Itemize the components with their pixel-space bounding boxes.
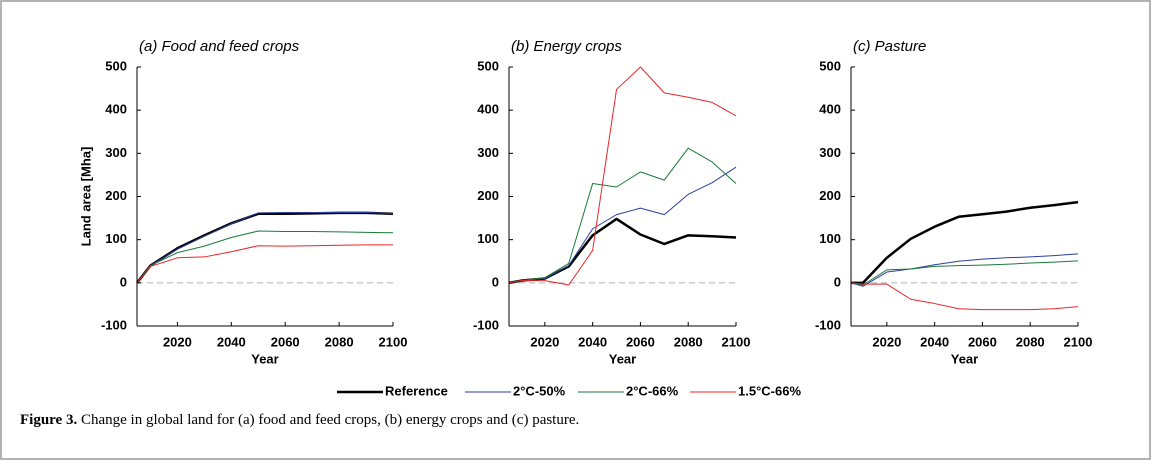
series-line <box>136 230 394 284</box>
y-tick-label: -100 <box>101 317 127 332</box>
y-tick-label: 0 <box>834 274 841 289</box>
y-tick-label: 300 <box>477 145 499 160</box>
x-tick-label: 2060 <box>626 334 655 349</box>
y-tick-label: 500 <box>105 58 127 73</box>
y-tick-label: 400 <box>477 102 499 117</box>
chart-title: (b) Energy crops <box>511 38 622 55</box>
x-tick-label: 2080 <box>674 334 703 349</box>
x-tick-label: 2020 <box>530 334 559 349</box>
x-tick-label: 2040 <box>578 334 607 349</box>
y-tick-label: 100 <box>105 231 127 246</box>
x-tick-label: 2100 <box>1064 334 1093 349</box>
y-tick-label: 0 <box>120 274 127 289</box>
y-tick-label: -100 <box>473 317 499 332</box>
x-tick-label: 2020 <box>872 334 901 349</box>
y-tick-label: 500 <box>819 58 841 73</box>
legend-label: 1.5°C-66% <box>738 383 801 398</box>
y-tick-label: 400 <box>819 102 841 117</box>
y-tick-label: 100 <box>819 231 841 246</box>
y-axis-label: Land area [Mha] <box>78 147 93 247</box>
y-tick-label: 100 <box>477 231 499 246</box>
x-tick-label: 2100 <box>379 334 408 349</box>
y-tick-label: 300 <box>105 145 127 160</box>
y-tick-label: 500 <box>477 58 499 73</box>
chart-title: (c) Pasture <box>853 38 926 55</box>
series-line <box>850 282 1079 311</box>
x-tick-label: 2060 <box>271 334 300 349</box>
y-tick-label: 400 <box>105 102 127 117</box>
series-line <box>850 260 1079 286</box>
x-tick-label: 2080 <box>1016 334 1045 349</box>
legend-label: 2°C-66% <box>626 383 679 398</box>
y-tick-label: -100 <box>815 317 841 332</box>
x-axis-label: Year <box>609 351 636 366</box>
x-tick-label: 2080 <box>325 334 354 349</box>
x-tick-label: 2020 <box>163 334 192 349</box>
series-line <box>136 244 393 284</box>
y-tick-label: 200 <box>477 188 499 203</box>
caption-text: Change in global land for (a) food and f… <box>81 412 579 428</box>
legend-label: Reference <box>385 383 448 398</box>
series-line <box>136 211 394 284</box>
y-tick-label: 200 <box>819 188 841 203</box>
series-line <box>136 211 394 284</box>
series-line <box>851 200 1079 285</box>
series-line <box>508 147 737 284</box>
x-axis-label: Year <box>951 351 978 366</box>
series-line <box>850 253 1079 287</box>
x-tick-label: 2040 <box>217 334 246 349</box>
y-tick-label: 200 <box>105 188 127 203</box>
series-line <box>508 166 737 284</box>
y-tick-label: 0 <box>492 274 499 289</box>
figure-border <box>0 0 1151 460</box>
caption-label: Figure 3. <box>20 412 77 428</box>
caption: Figure 3. Change in global land for (a) … <box>20 412 579 428</box>
series-line <box>508 66 737 286</box>
series-line <box>508 217 737 285</box>
chart-title: (a) Food and feed crops <box>139 38 300 55</box>
x-axis-label: Year <box>251 351 278 366</box>
x-tick-label: 2060 <box>968 334 997 349</box>
x-tick-label: 2040 <box>920 334 949 349</box>
legend-label: 2°C-50% <box>513 383 566 398</box>
y-tick-label: 300 <box>819 145 841 160</box>
x-tick-label: 2100 <box>722 334 751 349</box>
